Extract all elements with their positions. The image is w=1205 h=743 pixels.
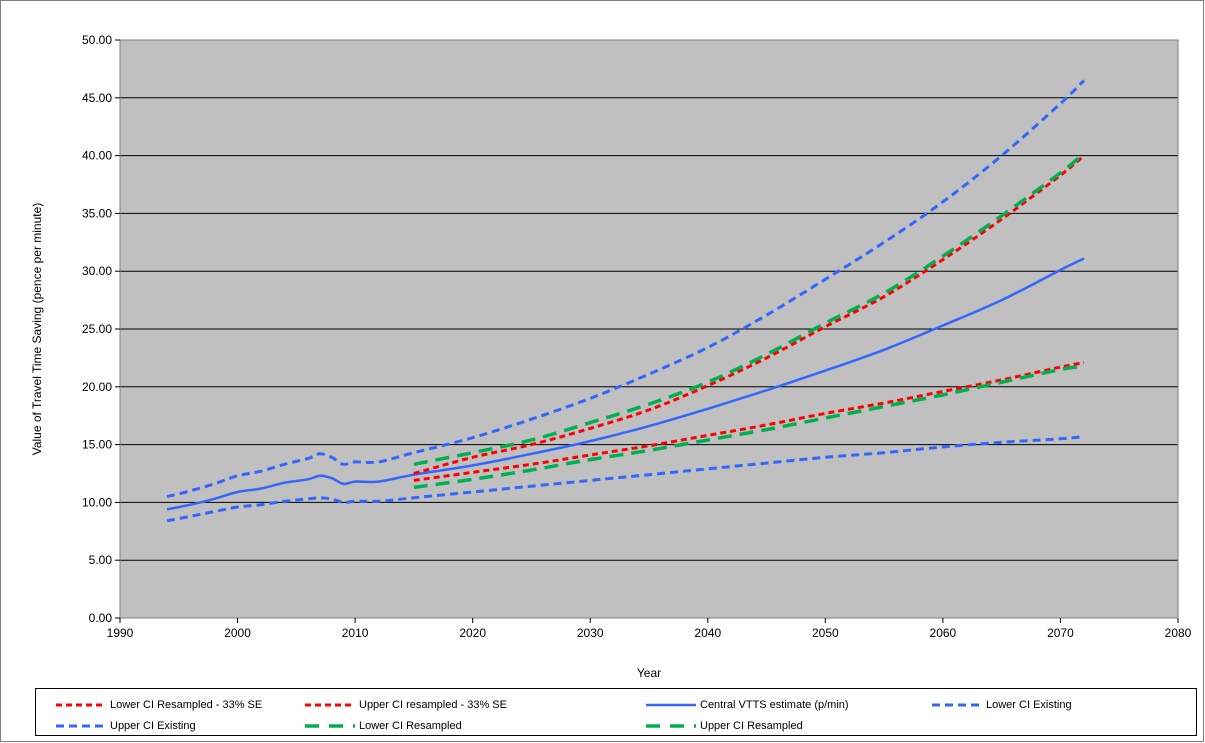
- legend-label: Central VTTS estimate (p/min): [700, 699, 849, 711]
- x-tick-label: 2000: [224, 626, 251, 640]
- legend-item: Lower CI Existing: [932, 697, 1072, 713]
- y-tick-label: 0.00: [89, 611, 113, 625]
- y-tick-label: 15.00: [82, 438, 112, 452]
- y-tick-label: 5.00: [89, 553, 113, 567]
- legend-swatch: [56, 703, 106, 707]
- legend-label: Lower CI Resampled: [359, 720, 462, 732]
- legend-label: Upper CI Resampled: [700, 720, 803, 732]
- legend-swatch: [305, 703, 355, 707]
- x-tick-label: 2060: [930, 626, 957, 640]
- x-tick-label: 2020: [459, 626, 486, 640]
- y-tick-label: 30.00: [82, 264, 112, 278]
- series-line-7: [413, 151, 1086, 467]
- x-tick-label: 2010: [342, 626, 369, 640]
- legend-swatch: [646, 724, 696, 728]
- axes: [115, 39, 1179, 623]
- legend: Lower CI Resampled - 33% SE Upper CI res…: [35, 688, 1197, 736]
- legend-item: Lower CI Resampled: [305, 718, 462, 734]
- legend-label: Lower CI Resampled - 33% SE: [110, 699, 263, 711]
- legend-item: Lower CI Resampled - 33% SE: [56, 697, 262, 713]
- legend-swatch: [305, 724, 355, 728]
- series-lines: [166, 79, 1086, 523]
- series-line-6: [413, 364, 1085, 490]
- legend-label: Upper CI Existing: [110, 720, 196, 732]
- x-tick-label: 2070: [1047, 626, 1074, 640]
- y-tick-label: 20.00: [82, 380, 112, 394]
- y-tick-label: 45.00: [82, 91, 112, 105]
- line-chart: 0.00 5.00 10.00 15.00 20.00 25.00 30.00 35.00 40…: [30, 33, 1192, 680]
- tick-labels: 0.00 5.00 10.00 15.00 20.00 25.00 30.00 35.00 40…: [82, 33, 1192, 640]
- y-tick-label: 25.00: [82, 322, 112, 336]
- y-tick-label: 35.00: [82, 206, 112, 220]
- legend-label: Lower CI Existing: [986, 699, 1072, 711]
- y-tick-label: 50.00: [82, 33, 112, 47]
- y-axis-title: Value of Travel Time Saving (pence per m…: [30, 203, 44, 456]
- y-tick-label: 10.00: [82, 495, 112, 509]
- legend-swatch: [646, 703, 696, 707]
- x-tick-label: 2050: [812, 626, 839, 640]
- legend-item: Upper CI Resampled: [646, 718, 803, 734]
- legend-item: Upper CI Existing: [56, 718, 196, 734]
- series-line-2: [413, 154, 1085, 475]
- y-tick-label: 40.00: [82, 149, 112, 163]
- series-line-4: [166, 435, 1085, 523]
- x-tick-label: 2080: [1165, 626, 1192, 640]
- legend-swatch: [932, 703, 982, 707]
- legend-item: Central VTTS estimate (p/min): [646, 697, 849, 713]
- x-tick-label: 2040: [694, 626, 721, 640]
- x-axis-title: Year: [637, 666, 661, 680]
- legend-swatch: [56, 724, 106, 728]
- x-tick-label: 1990: [107, 626, 134, 640]
- x-tick-label: 2030: [577, 626, 604, 640]
- series-line-3: [166, 257, 1085, 511]
- legend-label: Upper CI resampled - 33% SE: [359, 699, 507, 711]
- series-line-5: [166, 79, 1086, 499]
- legend-item: Upper CI resampled - 33% SE: [305, 697, 507, 713]
